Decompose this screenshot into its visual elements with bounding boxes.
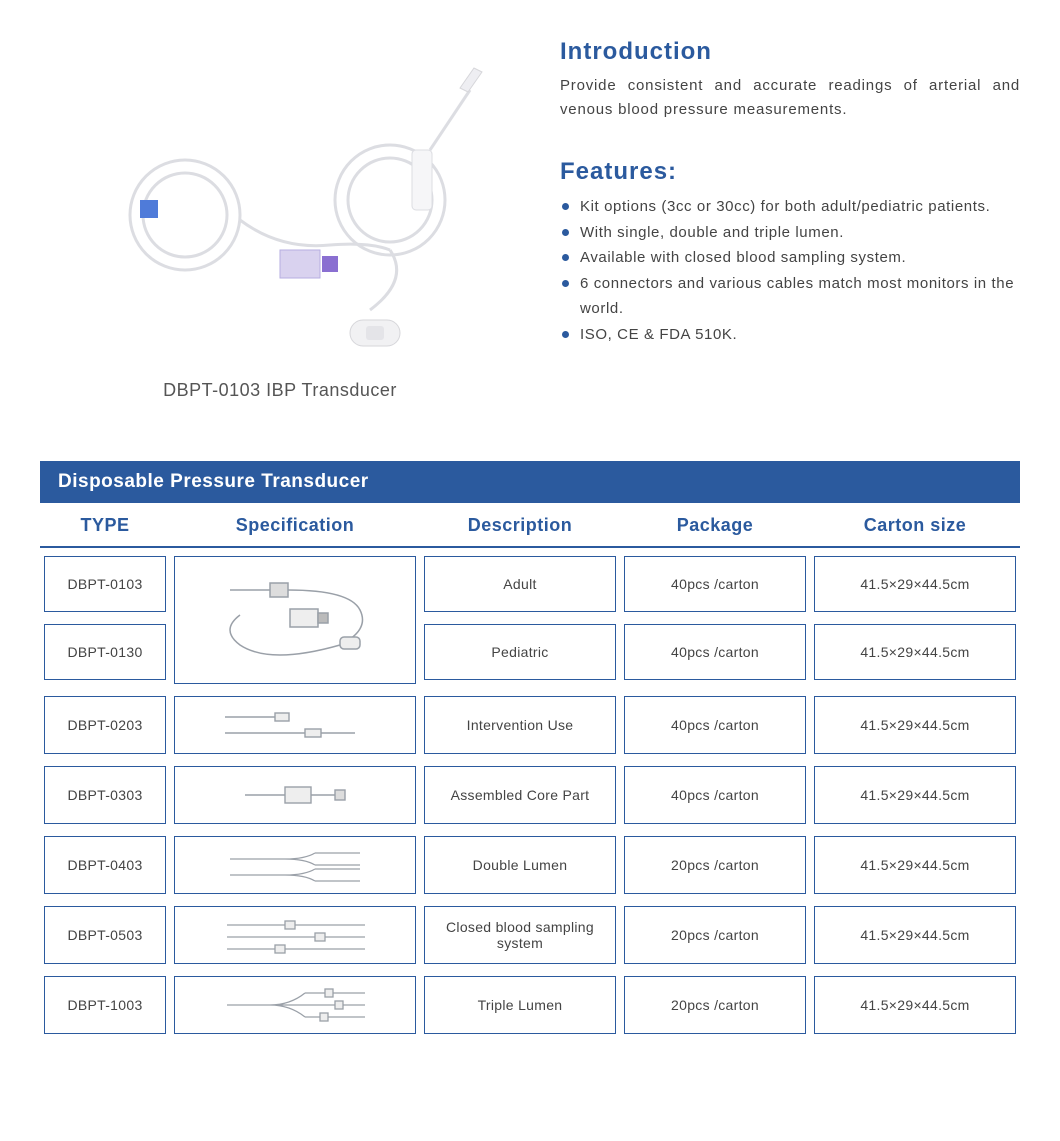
cell-spec: [174, 766, 416, 824]
cell-type: DBPT-0503: [44, 906, 166, 964]
table-row: DBPT-1003 Triple Lumen 20pcs /carton 41.…: [40, 976, 1020, 1034]
feature-item: With single, double and triple lumen.: [562, 220, 1020, 246]
cell-type: DBPT-0130: [44, 624, 166, 680]
cell-desc: Closed blood sampling system: [424, 906, 616, 964]
top-section: DBPT-0103 IBP Transducer Introduction Pr…: [40, 30, 1020, 401]
table-row: DBPT-0203 Intervention Use 40pcs /carton…: [40, 696, 1020, 754]
cell-spec: [174, 696, 416, 754]
product-image-column: DBPT-0103 IBP Transducer: [40, 30, 520, 401]
cell-spec-merged: [174, 556, 416, 684]
cell-desc: Triple Lumen: [424, 976, 616, 1034]
cell-carton: 41.5×29×44.5cm: [814, 556, 1016, 612]
cell-type: DBPT-0403: [44, 836, 166, 894]
cell-desc: Intervention Use: [424, 696, 616, 754]
cell-type: DBPT-0103: [44, 556, 166, 612]
cell-pkg: 40pcs /carton: [624, 696, 806, 754]
cell-carton: 41.5×29×44.5cm: [814, 696, 1016, 754]
cell-spec: [174, 906, 416, 964]
intro-title: Introduction: [560, 38, 1020, 66]
intro-body: Provide consistent and accurate readings…: [560, 74, 1020, 122]
header-pkg: Package: [620, 515, 810, 536]
cell-spec: [174, 976, 416, 1034]
feature-item: Available with closed blood sampling sys…: [562, 245, 1020, 271]
cell-carton: 41.5×29×44.5cm: [814, 906, 1016, 964]
cell-pkg: 40pcs /carton: [624, 556, 806, 612]
cell-type: DBPT-1003: [44, 976, 166, 1034]
cell-carton: 41.5×29×44.5cm: [814, 976, 1016, 1034]
table-row: DBPT-0303 Assembled Core Part 40pcs /car…: [40, 766, 1020, 824]
table-body: DBPT-0103 DBPT-0130 Adult Pedi: [40, 556, 1020, 1034]
feature-item: 6 connectors and various cables match mo…: [562, 271, 1020, 322]
cell-pkg: 40pcs /carton: [624, 766, 806, 824]
feature-item: ISO, CE & FDA 510K.: [562, 322, 1020, 348]
cell-pkg: 20pcs /carton: [624, 906, 806, 964]
cell-type: DBPT-0203: [44, 696, 166, 754]
table-title-bar: Disposable Pressure Transducer: [40, 461, 1020, 503]
spec-table: Disposable Pressure Transducer TYPE Spec…: [40, 461, 1020, 1034]
product-image: [70, 50, 490, 370]
cell-desc: Double Lumen: [424, 836, 616, 894]
table-row-group-merged: DBPT-0103 DBPT-0130 Adult Pedi: [40, 556, 1020, 684]
table-header-row: TYPE Specification Description Package C…: [40, 503, 1020, 548]
header-desc: Description: [420, 515, 620, 536]
cell-pkg: 20pcs /carton: [624, 976, 806, 1034]
cell-desc: Pediatric: [424, 624, 616, 680]
features-list: Kit options (3cc or 30cc) for both adult…: [560, 194, 1020, 347]
header-carton: Carton size: [810, 515, 1020, 536]
cell-pkg: 20pcs /carton: [624, 836, 806, 894]
table-row: DBPT-0403 Double Lumen 20pcs /carton 41.…: [40, 836, 1020, 894]
cell-desc: Assembled Core Part: [424, 766, 616, 824]
text-column: Introduction Provide consistent and accu…: [560, 30, 1020, 401]
feature-item: Kit options (3cc or 30cc) for both adult…: [562, 194, 1020, 220]
cell-pkg: 40pcs /carton: [624, 624, 806, 680]
cell-carton: 41.5×29×44.5cm: [814, 624, 1016, 680]
cell-carton: 41.5×29×44.5cm: [814, 836, 1016, 894]
header-spec: Specification: [170, 515, 420, 536]
cell-type: DBPT-0303: [44, 766, 166, 824]
features-title: Features:: [560, 158, 1020, 186]
table-row: DBPT-0503 Closed blood sampling system 2…: [40, 906, 1020, 964]
product-caption: DBPT-0103 IBP Transducer: [40, 380, 520, 401]
cell-spec: [174, 836, 416, 894]
cell-carton: 41.5×29×44.5cm: [814, 766, 1016, 824]
header-type: TYPE: [40, 515, 170, 536]
cell-desc: Adult: [424, 556, 616, 612]
